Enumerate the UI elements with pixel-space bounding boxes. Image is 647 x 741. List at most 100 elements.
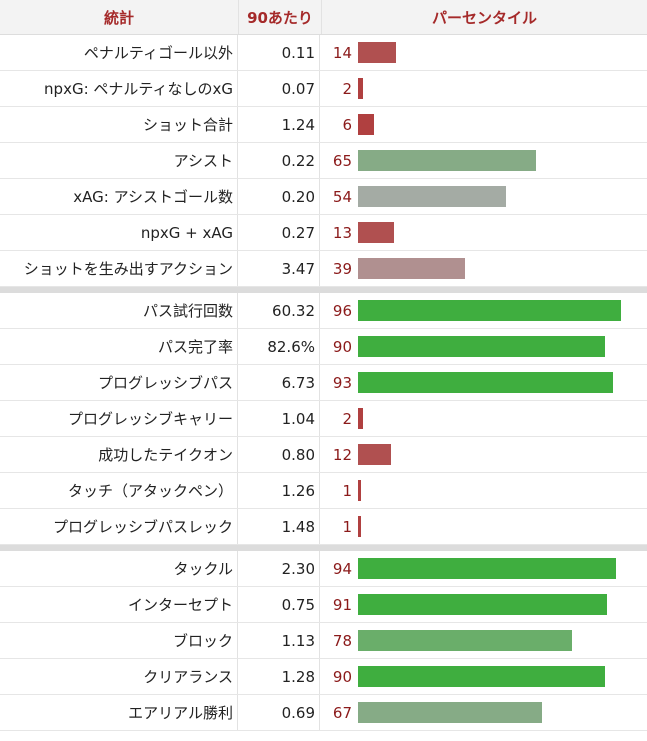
stat-name: プログレッシブパスレック	[0, 509, 238, 544]
per90-value: 0.27	[238, 215, 320, 250]
percentile-bar	[358, 114, 374, 135]
table-row: ショットを生み出すアクション 3.47 39	[0, 251, 647, 287]
percentile-cell: 90	[320, 329, 645, 364]
table-row: プログレッシブキャリー 1.04 2	[0, 401, 647, 437]
per90-value: 0.07	[238, 71, 320, 106]
percentile-cell: 96	[320, 293, 645, 328]
percentile-cell: 67	[320, 695, 645, 730]
percentile-cell: 13	[320, 215, 645, 250]
percentile-value: 54	[332, 187, 352, 206]
stat-name: パス試行回数	[0, 293, 238, 328]
per90-value: 0.11	[238, 35, 320, 70]
percentile-bar	[358, 300, 621, 321]
percentile-cell: 2	[320, 71, 645, 106]
stat-name: npxG: ペナルティなしのxG	[0, 71, 238, 106]
percentile-cell: 93	[320, 365, 645, 400]
percentile-bar	[358, 594, 607, 615]
table-header: 統計 90あたり パーセンタイル	[0, 0, 647, 35]
percentile-cell: 6	[320, 107, 645, 142]
table-row: パス試行回数 60.32 96	[0, 293, 647, 329]
percentile-cell: 14	[320, 35, 645, 70]
percentile-cell: 65	[320, 143, 645, 178]
table-row: タックル 2.30 94	[0, 551, 647, 587]
percentile-bar	[358, 336, 605, 357]
per90-value: 6.73	[238, 365, 320, 400]
table-row: エアリアル勝利 0.69 67	[0, 695, 647, 731]
per90-value: 82.6%	[238, 329, 320, 364]
table-row: タッチ（アタックペン） 1.26 1	[0, 473, 647, 509]
percentile-value: 12	[332, 445, 352, 464]
percentile-bar	[358, 150, 536, 171]
percentile-value: 67	[332, 703, 352, 722]
percentile-value: 78	[332, 631, 352, 650]
table-row: アシスト 0.22 65	[0, 143, 647, 179]
percentile-cell: 12	[320, 437, 645, 472]
header-stat[interactable]: 統計	[0, 0, 239, 34]
stat-name: xAG: アシストゴール数	[0, 179, 238, 214]
table-row: パス完了率 82.6% 90	[0, 329, 647, 365]
table-row: 成功したテイクオン 0.80 12	[0, 437, 647, 473]
per90-value: 1.28	[238, 659, 320, 694]
per90-value: 2.30	[238, 551, 320, 586]
stat-name: ペナルティゴール以外	[0, 35, 238, 70]
percentile-bar	[358, 480, 361, 501]
percentile-bar	[358, 372, 613, 393]
percentile-bar	[358, 702, 542, 723]
table-row: ペナルティゴール以外 0.11 14	[0, 35, 647, 71]
per90-value: 1.48	[238, 509, 320, 544]
percentile-value: 1	[342, 481, 352, 500]
per90-value: 0.22	[238, 143, 320, 178]
table-row: xAG: アシストゴール数 0.20 54	[0, 179, 647, 215]
table-row: プログレッシブパスレック 1.48 1	[0, 509, 647, 545]
percentile-bar	[358, 408, 363, 429]
percentile-value: 6	[342, 115, 352, 134]
table-row: クリアランス 1.28 90	[0, 659, 647, 695]
per90-value: 0.75	[238, 587, 320, 622]
percentile-cell: 2	[320, 401, 645, 436]
stat-name: パス完了率	[0, 329, 238, 364]
percentile-bar	[358, 630, 572, 651]
percentile-bar	[358, 558, 616, 579]
stat-name: ブロック	[0, 623, 238, 658]
stat-name: アシスト	[0, 143, 238, 178]
percentile-bar	[358, 666, 605, 687]
per90-value: 3.47	[238, 251, 320, 286]
percentile-cell: 91	[320, 587, 645, 622]
percentile-value: 2	[342, 79, 352, 98]
stat-name: クリアランス	[0, 659, 238, 694]
percentile-value: 91	[332, 595, 352, 614]
percentile-bar	[358, 186, 506, 207]
header-per90[interactable]: 90あたり	[239, 0, 322, 34]
percentile-value: 94	[332, 559, 352, 578]
percentile-bar	[358, 42, 396, 63]
table-row: ショット合計 1.24 6	[0, 107, 647, 143]
per90-value: 1.13	[238, 623, 320, 658]
group-separator	[0, 287, 647, 293]
table-body: ペナルティゴール以外 0.11 14 npxG: ペナルティなしのxG 0.07 2 ショッ…	[0, 35, 647, 731]
stat-name: 成功したテイクオン	[0, 437, 238, 472]
header-percentile[interactable]: パーセンタイル	[431, 8, 537, 27]
percentile-cell: 1	[320, 509, 645, 544]
table-row: インターセプト 0.75 91	[0, 587, 647, 623]
per90-value: 60.32	[238, 293, 320, 328]
per90-value: 1.26	[238, 473, 320, 508]
percentile-value: 39	[332, 259, 352, 278]
percentile-bar	[358, 444, 391, 465]
percentile-value: 14	[332, 43, 352, 62]
table-row: ブロック 1.13 78	[0, 623, 647, 659]
percentile-cell: 94	[320, 551, 645, 586]
percentile-value: 1	[342, 517, 352, 536]
percentile-cell: 54	[320, 179, 645, 214]
per90-value: 1.24	[238, 107, 320, 142]
stat-name: プログレッシブキャリー	[0, 401, 238, 436]
stat-name: プログレッシブパス	[0, 365, 238, 400]
per90-value: 0.69	[238, 695, 320, 730]
percentile-cell: 78	[320, 623, 645, 658]
percentile-value: 96	[332, 301, 352, 320]
percentile-value: 90	[332, 337, 352, 356]
percentile-cell: 1	[320, 473, 645, 508]
group-separator	[0, 545, 647, 551]
stat-name: ショットを生み出すアクション	[0, 251, 238, 286]
per90-value: 0.20	[238, 179, 320, 214]
